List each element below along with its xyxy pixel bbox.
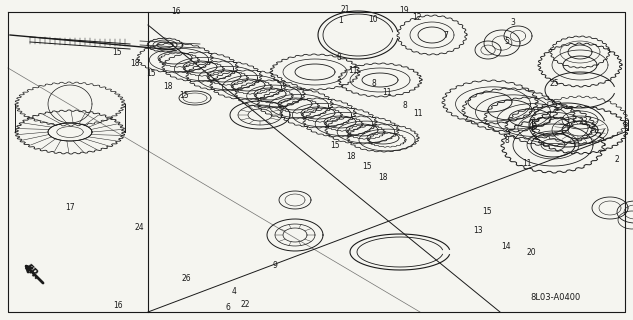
Text: 16: 16	[113, 301, 123, 310]
Text: 22: 22	[240, 300, 250, 309]
Text: 16: 16	[171, 7, 181, 16]
Text: 25: 25	[549, 79, 559, 88]
Text: 24: 24	[134, 223, 144, 232]
Text: 8: 8	[504, 136, 509, 145]
Text: FR.: FR.	[22, 262, 42, 282]
Text: 4: 4	[232, 287, 237, 296]
Text: 11: 11	[348, 66, 358, 75]
Text: 20: 20	[527, 248, 537, 257]
Text: 6: 6	[225, 303, 230, 312]
Text: 17: 17	[65, 204, 75, 212]
Text: 10: 10	[368, 15, 379, 24]
Text: 21: 21	[340, 5, 350, 14]
Text: 9: 9	[273, 261, 278, 270]
Text: 18: 18	[378, 173, 388, 182]
Text: 19: 19	[399, 6, 409, 15]
Text: 12: 12	[411, 13, 422, 22]
Text: 18: 18	[346, 152, 356, 161]
Text: 15: 15	[362, 162, 372, 171]
Text: 18: 18	[130, 60, 140, 68]
Text: 15: 15	[112, 48, 122, 57]
Text: 13: 13	[473, 226, 483, 235]
Text: 8: 8	[336, 53, 341, 62]
Text: 8L03-A0400: 8L03-A0400	[530, 293, 580, 302]
Text: 7: 7	[444, 31, 449, 40]
Text: 15: 15	[146, 69, 156, 78]
Text: 15: 15	[179, 92, 189, 100]
Text: 2: 2	[615, 156, 620, 164]
Text: 26: 26	[182, 274, 192, 283]
Text: 5: 5	[504, 37, 509, 46]
Text: 14: 14	[501, 242, 511, 251]
Text: 11: 11	[522, 159, 532, 168]
Text: 8: 8	[403, 101, 408, 110]
Text: 3: 3	[510, 18, 515, 27]
Text: 15: 15	[330, 141, 341, 150]
Text: 11: 11	[382, 88, 392, 97]
Text: 23: 23	[579, 117, 589, 126]
Text: 11: 11	[413, 109, 423, 118]
Text: 15: 15	[482, 207, 492, 216]
Text: 18: 18	[163, 82, 173, 91]
Text: 8: 8	[371, 79, 376, 88]
Text: 1: 1	[338, 16, 343, 25]
